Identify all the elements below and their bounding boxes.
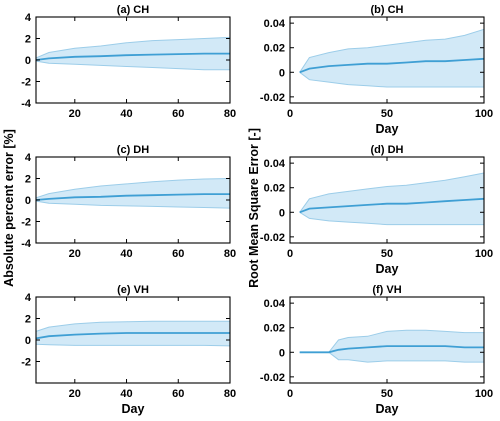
ytick-label: 0.02 xyxy=(264,183,285,195)
band-lower-a xyxy=(35,60,230,71)
xtick-label: 40 xyxy=(120,248,132,260)
ytick-label: -2 xyxy=(21,77,31,89)
xtick-label: 60 xyxy=(172,388,184,400)
panel-title-c: (c) DH xyxy=(117,144,149,156)
xlabel-f: Day xyxy=(376,402,399,416)
mean-line-c xyxy=(35,193,230,201)
ytick-label: -4 xyxy=(21,238,32,250)
ytick-label: 4 xyxy=(25,152,32,164)
band-upper-b xyxy=(299,28,485,73)
ytick-label: 0.02 xyxy=(264,43,285,55)
xtick-label: 100 xyxy=(475,388,493,400)
ytick-label: -0.02 xyxy=(260,372,285,384)
ytick-label: 0 xyxy=(279,207,285,219)
ytick-label: 2 xyxy=(25,174,31,186)
xtick-label: 80 xyxy=(224,248,236,260)
ytick-label: 0 xyxy=(25,55,31,67)
xtick-label: 100 xyxy=(475,108,493,120)
band-area-c xyxy=(36,178,230,209)
xtick-label: 20 xyxy=(69,108,81,120)
ytick-label: 0 xyxy=(279,67,285,79)
xtick-label: 40 xyxy=(120,108,132,120)
band-area-b xyxy=(299,29,484,87)
mean-line-f xyxy=(299,345,484,354)
xtick-label: 80 xyxy=(224,108,236,120)
left-ylabel: Absolute percent error [%] xyxy=(2,129,16,287)
panel-title-a: (a) CH xyxy=(117,4,149,16)
panel-title-e: (e) VH xyxy=(117,284,149,296)
xtick-label: 50 xyxy=(381,388,393,400)
ytick-label: 4 xyxy=(25,292,32,304)
xtick-label: 20 xyxy=(69,388,81,400)
xtick-label: 60 xyxy=(172,248,184,260)
xtick-label: 100 xyxy=(475,248,493,260)
ytick-label: 0.02 xyxy=(264,323,285,335)
xtick-label: 80 xyxy=(224,388,236,400)
ytick-label: -2 xyxy=(21,217,31,229)
band-area-d xyxy=(299,173,484,225)
right-ylabel: Root Mean Square Error [-] xyxy=(247,128,261,288)
band-lower-c xyxy=(35,200,231,209)
ytick-label: 0 xyxy=(279,347,285,359)
xlabel-b: Day xyxy=(376,122,399,136)
ytick-label: 0.04 xyxy=(264,298,286,310)
panel-title-f: (f) VH xyxy=(372,284,401,296)
xtick-label: 60 xyxy=(172,108,184,120)
band-upper-e xyxy=(35,320,230,332)
ytick-label: 0.04 xyxy=(264,158,286,170)
ytick-label: 0.04 xyxy=(264,18,286,30)
ytick-label: -0.02 xyxy=(260,232,285,244)
xtick-label: 50 xyxy=(381,248,393,260)
xtick-label: 50 xyxy=(381,108,393,120)
ytick-label: -2 xyxy=(21,357,31,369)
xlabel-d: Day xyxy=(376,262,399,276)
band-upper-d xyxy=(299,172,485,213)
xlabel-e: Day xyxy=(122,402,145,416)
band-upper-a xyxy=(35,36,231,59)
ytick-label: 0 xyxy=(25,195,31,207)
band-lower-d xyxy=(299,211,484,226)
mean-line-a xyxy=(35,52,230,61)
panel-title-d: (d) DH xyxy=(371,144,404,156)
band-lower-e xyxy=(35,343,231,347)
panel-a: 20 40 60 80 -4 -2 0 2 4 (a) CH xyxy=(21,4,236,120)
mean-line-d xyxy=(299,197,485,214)
ytick-label: 2 xyxy=(25,34,31,46)
xtick-label: 0 xyxy=(287,108,293,120)
mean-line-b xyxy=(299,57,485,74)
xtick-label: 0 xyxy=(287,388,293,400)
band-area-a xyxy=(36,37,230,70)
xtick-label: 40 xyxy=(120,388,132,400)
xtick-label: 20 xyxy=(69,248,81,260)
xtick-label: 0 xyxy=(287,248,293,260)
panel-c: 20 40 60 80 -4 -2 0 2 4 (c) DH xyxy=(21,144,236,260)
panel-title-b: (b) CH xyxy=(371,4,404,16)
band-lower-b xyxy=(299,71,484,88)
ytick-label: -0.02 xyxy=(260,92,285,104)
band-upper-c xyxy=(35,178,231,199)
ytick-label: 2 xyxy=(25,314,31,326)
panel-e: 20 40 60 80 -2 0 2 4 (e) VH Day xyxy=(21,284,236,416)
mean-line-e xyxy=(35,332,230,340)
ytick-label: -4 xyxy=(21,98,32,110)
ytick-label: 0 xyxy=(25,335,31,347)
ytick-label: 4 xyxy=(25,12,32,24)
